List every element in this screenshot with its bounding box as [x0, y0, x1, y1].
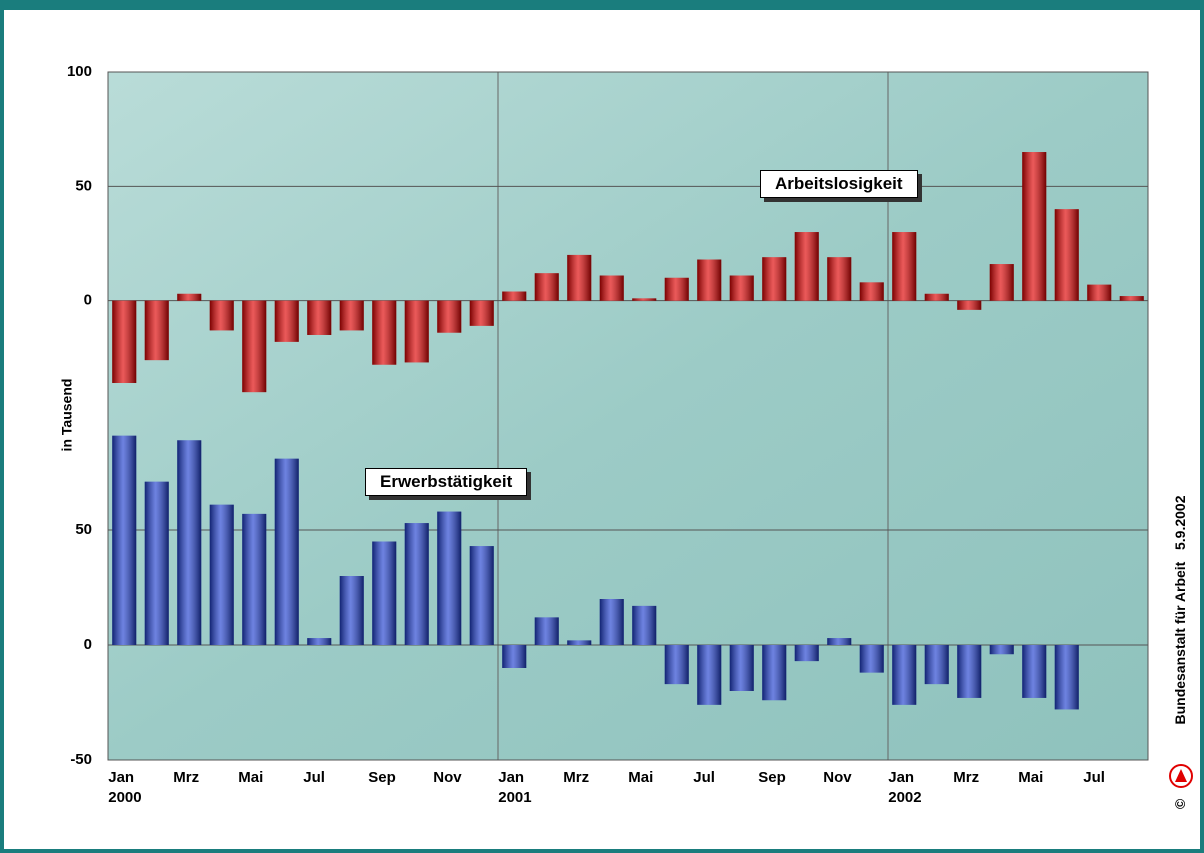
bar-shade: [145, 482, 169, 645]
bar-shade: [827, 257, 851, 300]
bar-shade: [535, 273, 559, 300]
bar-shade: [730, 276, 754, 301]
bar-shade: [860, 645, 884, 673]
bar-shade: [762, 257, 786, 300]
bar-shade: [470, 546, 494, 645]
bar-shade: [1055, 645, 1079, 709]
bar-shade: [145, 301, 169, 360]
bar-shade: [177, 440, 201, 645]
bar-shade: [437, 512, 461, 645]
bar-shade: [762, 645, 786, 700]
x-tick-label: Nov: [433, 768, 493, 788]
bar-shade: [860, 282, 884, 300]
bar-shade: [795, 645, 819, 661]
bar-shade: [275, 301, 299, 342]
x-tick-label: Sep: [758, 768, 818, 788]
bar-shade: [892, 645, 916, 705]
x-tick-label: Mrz: [563, 768, 623, 788]
x-tick-label: Jul: [1083, 768, 1143, 788]
bar-shade: [990, 264, 1014, 301]
x-tick-label: Sep: [368, 768, 428, 788]
bar-shade: [502, 645, 526, 668]
y-axis-label: in Tausend: [59, 379, 75, 452]
bar-shade: [177, 294, 201, 301]
bar-shade: [242, 301, 266, 392]
plot-area: [108, 72, 1148, 760]
bar-shade: [372, 301, 396, 365]
bar-shade: [925, 645, 949, 684]
x-tick-label: Mai: [1018, 768, 1078, 788]
bar-shade: [665, 645, 689, 684]
x-tick-label: Jan 2001: [498, 768, 558, 808]
bar-shade: [307, 638, 331, 645]
copyright: ©: [1172, 799, 1188, 809]
bar-shade: [112, 301, 136, 383]
bar-shade: [340, 301, 364, 331]
bar-shade: [405, 523, 429, 645]
bar-shade: [957, 301, 981, 310]
bar-shade: [502, 292, 526, 301]
bar-shade: [307, 301, 331, 335]
logo: [1170, 765, 1192, 787]
bar-shade: [990, 645, 1014, 654]
bar-shade: [567, 255, 591, 301]
bar-shade: [1120, 296, 1144, 301]
x-tick-label: Nov: [823, 768, 883, 788]
x-tick-label: Mrz: [953, 768, 1013, 788]
y-tick-label: -50: [70, 751, 92, 768]
bar-shade: [1055, 209, 1079, 300]
bar-shade: [437, 301, 461, 333]
bar-shade: [372, 542, 396, 646]
x-tick-label: Jan 2002: [888, 768, 948, 808]
bar-shade: [405, 301, 429, 363]
bar-shade: [112, 436, 136, 645]
bar-shade: [275, 459, 299, 645]
bar-shade: [892, 232, 916, 301]
x-tick-label: Jul: [303, 768, 363, 788]
bar-shade: [1022, 645, 1046, 698]
x-tick-label: Mrz: [173, 768, 233, 788]
bar-shade: [632, 606, 656, 645]
bar-shade: [470, 301, 494, 326]
bar-shade: [210, 505, 234, 645]
bar-shade: [795, 232, 819, 301]
bar-shade: [697, 260, 721, 301]
bar-shade: [632, 298, 656, 300]
y-tick-label: 0: [84, 636, 92, 653]
x-tick-label: Mai: [628, 768, 688, 788]
bar-shade: [1087, 285, 1111, 301]
bar-shade: [730, 645, 754, 691]
bar-shade: [827, 638, 851, 645]
y-tick-label: 0: [84, 292, 92, 309]
bar-shade: [535, 617, 559, 645]
bar-shade: [1022, 152, 1046, 301]
bar-shade: [600, 276, 624, 301]
bar-shade: [925, 294, 949, 301]
source: Bundesanstalt für Arbeit 5.9.2002: [1172, 496, 1188, 725]
bar-shade: [600, 599, 624, 645]
bar-shade: [697, 645, 721, 705]
y-tick-label: 100: [67, 63, 92, 80]
y-tick-label: 50: [75, 521, 92, 538]
x-tick-label: Jul: [693, 768, 753, 788]
bar-shade: [340, 576, 364, 645]
panel-label: Arbeitslosigkeit: [760, 170, 918, 198]
bar-shade: [242, 514, 266, 645]
bar-shade: [957, 645, 981, 698]
panel-label: Erwerbstätigkeit: [365, 468, 527, 496]
bar-shade: [665, 278, 689, 301]
x-tick-label: Jan 2000: [108, 768, 168, 808]
chart: in Tausend 0 50 100 -50 0 50: [0, 0, 1204, 847]
bar-shade: [567, 640, 591, 645]
y-tick-label: 50: [75, 177, 92, 194]
x-tick-label: Mai: [238, 768, 298, 788]
bar-shade: [210, 301, 234, 331]
